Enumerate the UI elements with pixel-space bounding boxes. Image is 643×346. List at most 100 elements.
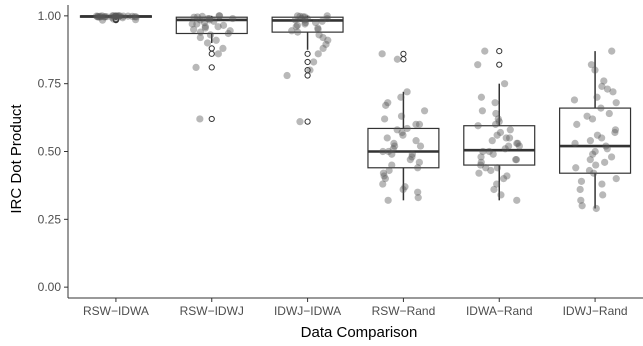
data-point (598, 180, 606, 188)
data-point (293, 12, 302, 20)
data-point (497, 191, 505, 199)
data-point (196, 16, 204, 24)
data-point (379, 180, 387, 188)
data-point (379, 169, 388, 177)
data-point (474, 122, 482, 130)
data-point (101, 13, 109, 21)
data-point (314, 24, 322, 32)
data-point (124, 12, 132, 20)
data-point (318, 17, 326, 25)
data-point (605, 109, 613, 118)
data-point (612, 175, 620, 183)
data-point (503, 172, 511, 180)
data-point (408, 153, 416, 161)
outlier-marker (496, 61, 503, 68)
outlier-marker (208, 64, 215, 71)
data-point (226, 27, 234, 35)
data-point (598, 82, 606, 90)
data-point (603, 145, 611, 153)
data-point (128, 12, 136, 20)
data-point (291, 16, 299, 24)
data-point (116, 12, 124, 20)
x-tick-label: IDWJ−IDWA (274, 304, 341, 318)
data-point (380, 172, 388, 180)
data-point (515, 142, 523, 150)
points-group (283, 12, 332, 126)
data-point (112, 12, 120, 20)
x-axis: RSW−IDWA RSW−IDWJ IDWJ−IDWA RSW−Rand IDWA−Ra… (68, 297, 643, 318)
data-point (201, 24, 209, 32)
data-point (403, 88, 411, 96)
data-point (399, 185, 407, 194)
data-point (205, 14, 214, 23)
data-point (493, 164, 502, 172)
outlier-marker (304, 118, 311, 125)
data-point (119, 12, 127, 20)
data-point (573, 120, 581, 128)
data-point (412, 137, 420, 145)
data-point (488, 137, 496, 145)
y-tick-label: 1.00 (38, 9, 62, 23)
data-point (388, 161, 396, 169)
data-point (324, 36, 332, 44)
data-point (292, 23, 300, 31)
data-point (193, 13, 202, 21)
data-point (513, 139, 521, 147)
data-point (190, 25, 198, 34)
data-point (576, 185, 584, 194)
data-point (198, 12, 206, 20)
data-point (493, 131, 501, 139)
data-point (210, 17, 218, 25)
x-tick-label: IDWJ−Rand (563, 304, 628, 318)
data-point (203, 39, 212, 47)
data-point (109, 12, 118, 20)
data-point (188, 20, 196, 28)
data-point (501, 145, 509, 153)
box-group (367, 50, 440, 201)
x-tick-label: IDWA−Rand (466, 304, 533, 318)
points-group (92, 12, 140, 24)
data-point (299, 13, 307, 21)
data-point (390, 139, 398, 147)
data-point (611, 126, 620, 134)
data-point (485, 147, 493, 156)
data-point (212, 36, 220, 44)
data-point (478, 107, 486, 115)
outlier-marker (208, 50, 215, 57)
data-point (475, 169, 483, 177)
data-point (319, 33, 327, 42)
data-point (112, 12, 120, 20)
data-point (98, 12, 106, 20)
box-group (79, 15, 152, 24)
data-point (111, 12, 120, 20)
data-point (385, 166, 393, 175)
data-point (393, 126, 401, 134)
data-point (192, 63, 200, 71)
data-point (301, 20, 309, 28)
data-point (477, 158, 485, 166)
data-point (586, 156, 594, 164)
data-point (408, 150, 416, 158)
box-group (463, 48, 536, 201)
data-point (383, 134, 391, 142)
data-point (499, 175, 508, 183)
data-point (570, 96, 579, 104)
data-point (94, 12, 102, 20)
data-point (98, 16, 107, 24)
plot-area (79, 12, 632, 213)
data-point (97, 13, 105, 21)
data-point (578, 202, 586, 210)
data-point (196, 28, 205, 36)
points-group (474, 47, 523, 204)
data-point (219, 44, 227, 53)
outlier-marker (304, 58, 311, 66)
data-point (512, 156, 521, 164)
data-point (315, 31, 323, 39)
data-point (593, 93, 601, 101)
data-point (314, 50, 322, 58)
data-point (94, 13, 102, 21)
data-point (229, 14, 237, 23)
data-point (589, 150, 597, 158)
y-axis: 0.00 0.25 0.50 0.75 1.00 (38, 5, 69, 298)
